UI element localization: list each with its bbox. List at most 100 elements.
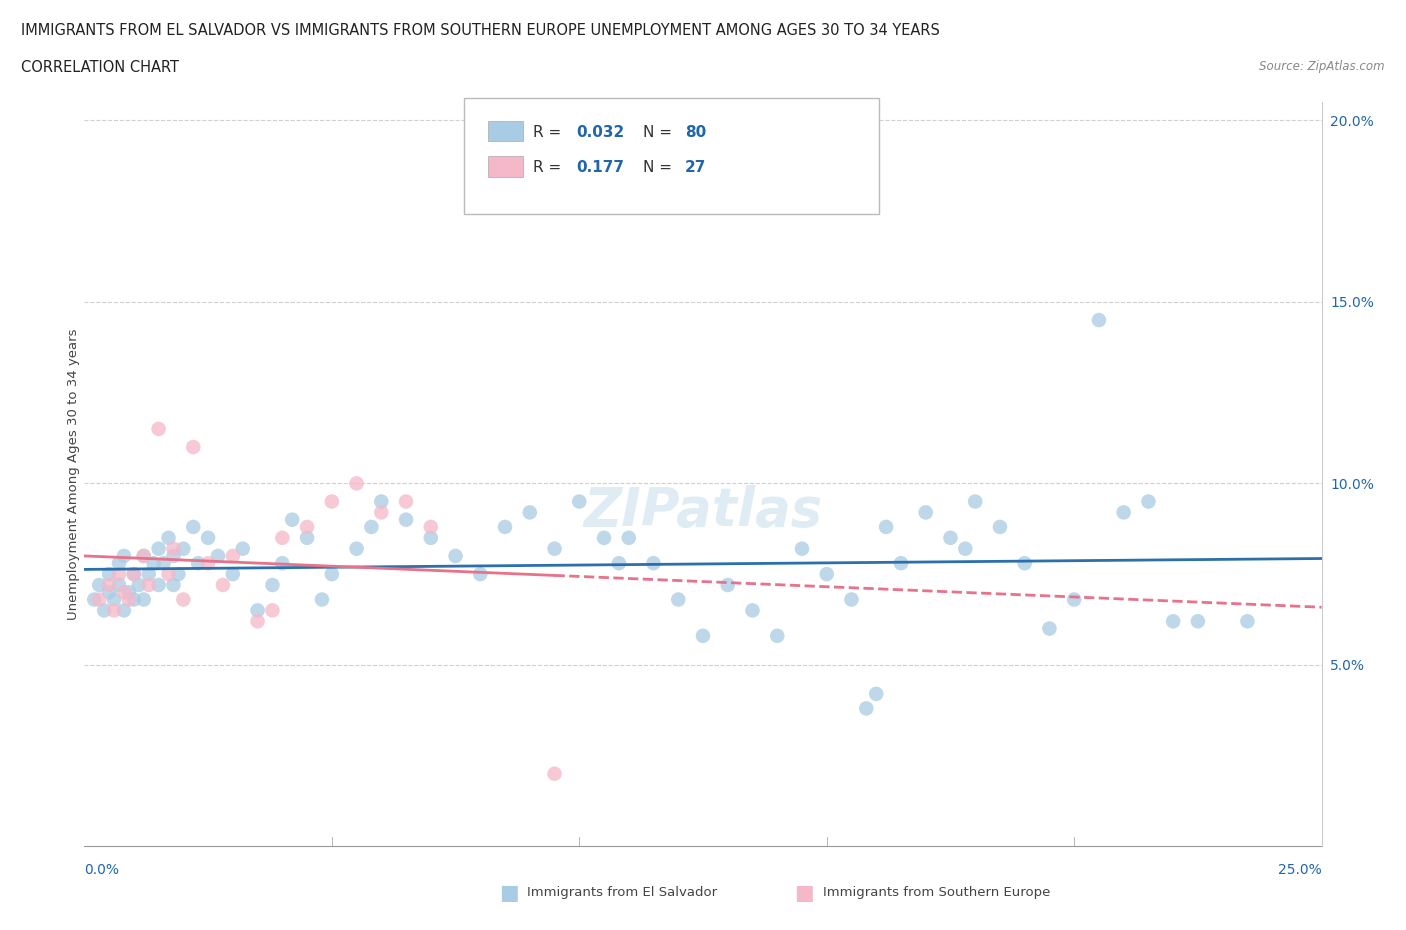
- Point: [83, 592, 105, 607]
- Point: [470, 566, 492, 581]
- Point: [172, 592, 194, 607]
- Point: [692, 629, 714, 644]
- Point: [128, 578, 150, 592]
- Text: Source: ZipAtlas.com: Source: ZipAtlas.com: [1260, 60, 1385, 73]
- Point: [643, 556, 665, 571]
- Text: N =: N =: [643, 160, 676, 175]
- Point: [295, 530, 318, 545]
- Text: ■: ■: [499, 883, 519, 903]
- Point: [197, 530, 219, 545]
- Point: [148, 541, 170, 556]
- Text: 0.0%: 0.0%: [84, 863, 120, 877]
- Point: [89, 578, 111, 592]
- Point: [875, 520, 897, 535]
- Point: [1137, 494, 1160, 509]
- Point: [112, 603, 135, 618]
- Point: [1187, 614, 1209, 629]
- Point: [93, 603, 115, 618]
- Text: 80: 80: [685, 125, 706, 140]
- Point: [271, 556, 294, 571]
- Point: [311, 592, 333, 607]
- Point: [1014, 556, 1036, 571]
- Point: [108, 566, 131, 581]
- Point: [262, 603, 284, 618]
- Point: [419, 520, 441, 535]
- Text: 25.0%: 25.0%: [1278, 863, 1322, 877]
- Text: CORRELATION CHART: CORRELATION CHART: [21, 60, 179, 75]
- Point: [395, 494, 418, 509]
- Point: [494, 520, 516, 535]
- Point: [419, 530, 441, 545]
- Point: [207, 549, 229, 564]
- Point: [360, 520, 382, 535]
- Point: [197, 556, 219, 571]
- Text: IMMIGRANTS FROM EL SALVADOR VS IMMIGRANTS FROM SOUTHERN EUROPE UNEMPLOYMENT AMON: IMMIGRANTS FROM EL SALVADOR VS IMMIGRANT…: [21, 23, 941, 38]
- Point: [212, 578, 235, 592]
- Point: [222, 549, 245, 564]
- Point: [172, 541, 194, 556]
- Point: [568, 494, 591, 509]
- Point: [321, 494, 343, 509]
- Point: [138, 566, 160, 581]
- Point: [988, 520, 1011, 535]
- Point: [262, 578, 284, 592]
- Point: [607, 556, 630, 571]
- Point: [519, 505, 541, 520]
- Point: [1063, 592, 1085, 607]
- Text: ZIPatlas: ZIPatlas: [583, 485, 823, 538]
- Point: [148, 421, 170, 436]
- Point: [138, 578, 160, 592]
- Point: [593, 530, 616, 545]
- Point: [666, 592, 689, 607]
- Point: [112, 585, 135, 600]
- Point: [790, 541, 813, 556]
- Text: 0.177: 0.177: [576, 160, 624, 175]
- Point: [1088, 312, 1111, 327]
- Point: [246, 614, 269, 629]
- Point: [395, 512, 418, 527]
- Point: [955, 541, 977, 556]
- Point: [1112, 505, 1135, 520]
- Point: [162, 578, 184, 592]
- Text: Immigrants from Southern Europe: Immigrants from Southern Europe: [823, 886, 1050, 899]
- Point: [167, 566, 190, 581]
- Point: [157, 566, 180, 581]
- Point: [890, 556, 912, 571]
- Y-axis label: Unemployment Among Ages 30 to 34 years: Unemployment Among Ages 30 to 34 years: [66, 328, 80, 620]
- Point: [1161, 614, 1184, 629]
- Text: Immigrants from El Salvador: Immigrants from El Salvador: [527, 886, 717, 899]
- Point: [865, 686, 887, 701]
- Point: [98, 566, 121, 581]
- Point: [122, 566, 145, 581]
- Point: [741, 603, 763, 618]
- Point: [370, 494, 392, 509]
- Point: [222, 566, 245, 581]
- Point: [246, 603, 269, 618]
- Point: [108, 556, 131, 571]
- Point: [122, 566, 145, 581]
- Point: [132, 592, 155, 607]
- Point: [444, 549, 467, 564]
- Point: [142, 556, 165, 571]
- Point: [346, 476, 368, 491]
- Point: [543, 541, 565, 556]
- Point: [132, 549, 155, 564]
- Text: N =: N =: [643, 125, 676, 140]
- Point: [815, 566, 838, 581]
- Point: [157, 530, 180, 545]
- Point: [939, 530, 962, 545]
- Point: [717, 578, 740, 592]
- Point: [162, 541, 184, 556]
- Text: R =: R =: [533, 125, 567, 140]
- Point: [346, 541, 368, 556]
- Text: 0.032: 0.032: [576, 125, 624, 140]
- Point: [132, 549, 155, 564]
- Point: [103, 603, 125, 618]
- Point: [1236, 614, 1258, 629]
- Point: [152, 556, 174, 571]
- Point: [914, 505, 936, 520]
- Point: [370, 505, 392, 520]
- Point: [841, 592, 863, 607]
- Text: R =: R =: [533, 160, 571, 175]
- Point: [187, 556, 209, 571]
